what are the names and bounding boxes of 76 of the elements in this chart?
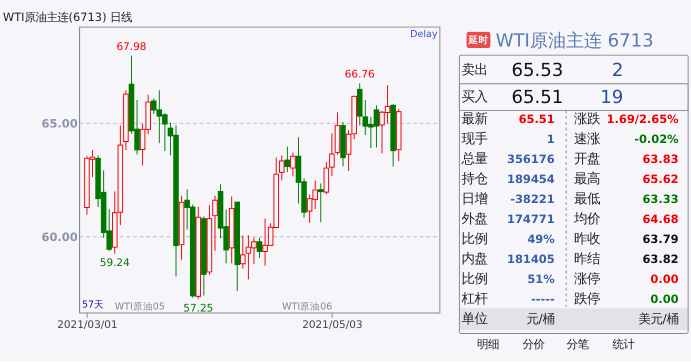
text: 持仓 xyxy=(461,172,488,187)
annotation: 66.76 xyxy=(344,68,375,81)
text: 速涨 xyxy=(574,132,600,147)
annotation: WTI原油06 xyxy=(282,300,332,313)
x-tick-label: 2021/05/03 xyxy=(302,319,363,332)
candlestick xyxy=(318,183,324,223)
text: 日增 xyxy=(461,192,488,207)
text: 分价 xyxy=(522,336,545,351)
annotation: 57.25 xyxy=(183,302,214,314)
text: 明细 xyxy=(476,336,499,351)
text: 1.69/2.65% xyxy=(606,112,680,126)
text: 跌停 xyxy=(574,292,600,307)
text: 1 xyxy=(546,132,555,146)
text: 65.53 xyxy=(511,60,564,82)
text: 65.51 xyxy=(511,86,564,108)
text: 0.00 xyxy=(650,272,679,286)
text: 最低 xyxy=(574,192,600,207)
text: 延时 xyxy=(467,34,488,46)
chart-title: WTI原油主连(6713) 日线 xyxy=(2,10,132,24)
text: Delay xyxy=(410,29,438,40)
text: 昨收 xyxy=(574,232,600,247)
text: 均价 xyxy=(572,212,600,227)
candlestick xyxy=(240,234,246,269)
text: 比例 xyxy=(461,272,488,287)
annotation: 59.24 xyxy=(100,257,130,270)
text: -38221 xyxy=(510,192,555,206)
text: 最高 xyxy=(574,170,600,187)
text: 涨跌 xyxy=(574,112,600,127)
text: 51% xyxy=(527,272,556,286)
text: 174771 xyxy=(507,212,555,226)
text: 最新 xyxy=(461,112,488,127)
candlestick xyxy=(212,195,218,252)
text: 比例 xyxy=(461,232,488,247)
annotation: WTI原油05 xyxy=(114,300,165,313)
text: 分笔 xyxy=(566,336,589,351)
text: 2 xyxy=(612,60,624,82)
text: 昨结 xyxy=(574,252,600,267)
text: 181405 xyxy=(507,252,555,266)
text: 65.51 xyxy=(518,112,555,126)
text: 现手 xyxy=(461,132,488,147)
annotation: 67.98 xyxy=(116,40,146,53)
text: 65.62 xyxy=(642,172,679,186)
text: 356176 xyxy=(507,152,555,166)
text: 卖出 xyxy=(461,63,488,78)
text: 63.79 xyxy=(642,232,679,246)
text: -0.02% xyxy=(634,132,680,146)
text: 63.33 xyxy=(642,192,679,206)
text: 买入 xyxy=(461,90,488,105)
candlestick xyxy=(290,152,296,177)
text: 0.00 xyxy=(650,292,679,306)
text: 元/桶 xyxy=(526,310,555,326)
annotation: 57天 xyxy=(82,300,104,311)
text: 内盘 xyxy=(461,252,488,267)
text: 总量 xyxy=(460,152,488,167)
x-tick-label: 2021/03/01 xyxy=(57,319,118,332)
text: ----- xyxy=(531,292,555,306)
text: 统计 xyxy=(612,336,634,351)
text: 开盘 xyxy=(574,152,600,167)
y-tick-label: 60.00 xyxy=(42,230,78,244)
text: 单位 xyxy=(461,312,488,327)
text: 杠杆 xyxy=(460,292,488,307)
candlestick xyxy=(256,237,262,258)
text: 189454 xyxy=(507,172,555,186)
y-tick-label: 65.00 xyxy=(42,116,78,130)
candlestick xyxy=(279,154,285,181)
text: 美元/桶 xyxy=(638,310,679,326)
text: 涨停 xyxy=(574,272,600,287)
candlestick xyxy=(329,132,335,177)
text: 63.83 xyxy=(642,152,679,166)
text: WTI原油主连 6713 xyxy=(496,30,654,52)
text: 19 xyxy=(600,86,624,108)
text: 49% xyxy=(527,232,556,246)
text: 63.82 xyxy=(642,252,679,266)
candlestick xyxy=(284,146,290,173)
text: 64.68 xyxy=(642,212,679,226)
text: 外盘 xyxy=(461,212,488,227)
